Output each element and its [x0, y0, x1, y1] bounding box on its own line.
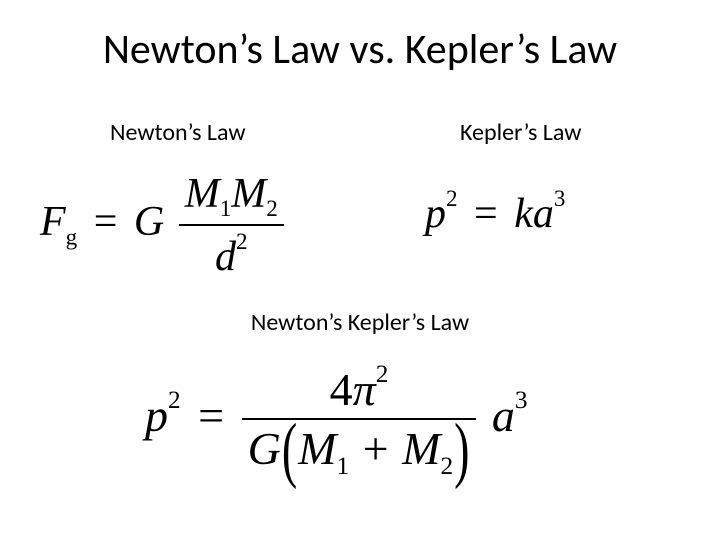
- kepler-equation: p2 = ka3: [425, 185, 565, 238]
- nk-a: a: [492, 390, 515, 441]
- nk-four: 4: [330, 364, 353, 415]
- newton-d: d: [215, 234, 236, 280]
- close-paren-icon: ): [453, 406, 470, 491]
- nk-fraction: 4π2 G(M1 + M2): [242, 360, 477, 481]
- nk-numerator: 4π2: [242, 360, 477, 418]
- newton-d-exp: 2: [236, 228, 248, 254]
- equals-sign: =: [88, 199, 124, 245]
- kepler-p-exp: 2: [446, 185, 458, 211]
- slide: Newton’s Law vs. Kepler’s Law Newton’s L…: [0, 0, 720, 540]
- nk-p-exp: 2: [168, 386, 181, 414]
- nk-a-exp: 3: [515, 386, 528, 414]
- equals-sign: =: [468, 191, 504, 237]
- newton-denominator: d2: [179, 224, 284, 281]
- newton-const-G: G: [134, 199, 164, 245]
- newton-m1: M: [185, 171, 220, 217]
- newton-lhs-var: F: [40, 199, 66, 245]
- newton-header: Newton’s Law: [110, 118, 246, 147]
- kepler-a: a: [533, 191, 554, 237]
- nk-pi: π: [353, 364, 376, 415]
- nk-M1: M: [298, 423, 336, 474]
- newton-m2: M: [231, 171, 266, 217]
- nk-denominator: G(M1 + M2): [242, 418, 477, 481]
- kepler-k: k: [514, 191, 533, 237]
- equals-sign: =: [192, 390, 230, 441]
- nk-pi-exp: 2: [376, 360, 389, 388]
- newton-lhs-sub: g: [66, 223, 78, 249]
- nk-M2: M: [402, 423, 440, 474]
- kepler-header: Kepler’s Law: [460, 118, 581, 147]
- slide-title: Newton’s Law vs. Kepler’s Law: [0, 24, 720, 75]
- nk-M2-sub: 2: [440, 452, 453, 480]
- newton-m1-sub: 1: [220, 195, 232, 221]
- newton-kepler-equation: p2 = 4π2 G(M1 + M2) a3: [145, 360, 528, 481]
- newton-equation: Fg = G M1M2 d2: [40, 170, 284, 281]
- open-paren-icon: (: [281, 406, 298, 491]
- newton-numerator: M1M2: [179, 170, 284, 224]
- combined-header: Newton’s Kepler’s Law: [0, 308, 720, 337]
- newton-m2-sub: 2: [266, 195, 278, 221]
- kepler-a-exp: 3: [554, 185, 566, 211]
- nk-M1-sub: 1: [337, 452, 350, 480]
- kepler-p: p: [425, 191, 446, 237]
- nk-p: p: [145, 390, 168, 441]
- nk-G: G: [248, 423, 281, 474]
- newton-fraction: M1M2 d2: [179, 170, 284, 281]
- nk-plus: +: [361, 423, 391, 474]
